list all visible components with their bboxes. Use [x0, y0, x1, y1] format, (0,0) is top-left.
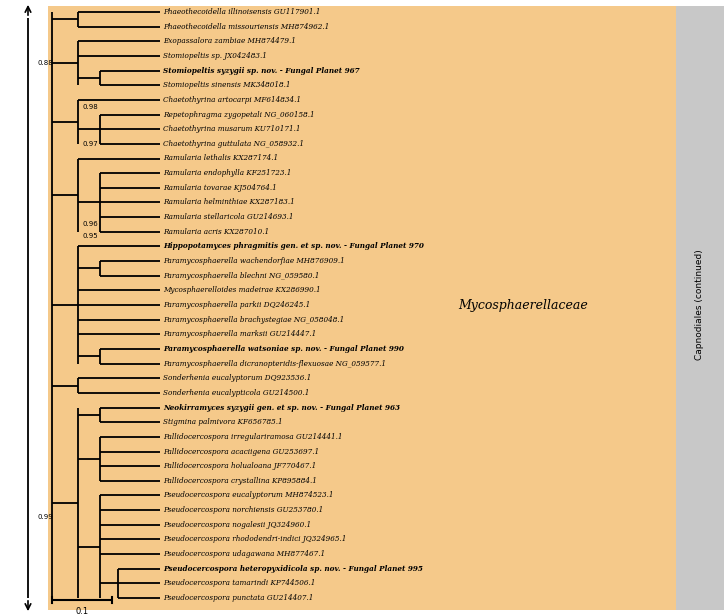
Text: Hippopotamyces phragmitis gen. et sp. nov. - Fungal Planet 970: Hippopotamyces phragmitis gen. et sp. no… — [163, 243, 424, 250]
Text: Sonderhenia eucalypticola GU214500.1: Sonderhenia eucalypticola GU214500.1 — [163, 389, 310, 397]
Text: Paramycosphaerella watsoniae sp. nov. - Fungal Planet 990: Paramycosphaerella watsoniae sp. nov. - … — [163, 345, 404, 353]
Text: Chaetothyrina musarum KU710171.1: Chaetothyrina musarum KU710171.1 — [163, 125, 300, 133]
Text: Stomiopeltis sinensis MK348018.1: Stomiopeltis sinensis MK348018.1 — [163, 81, 291, 89]
Text: Pseudocercospora rhododendri-indici JQ324965.1: Pseudocercospora rhododendri-indici JQ32… — [163, 535, 347, 543]
Text: Neokirramyces syzygii gen. et sp. nov. - Fungal Planet 963: Neokirramyces syzygii gen. et sp. nov. -… — [163, 403, 400, 411]
Text: 0.1: 0.1 — [75, 607, 88, 615]
Text: Exopassalora zambiae MH874479.1: Exopassalora zambiae MH874479.1 — [163, 38, 296, 46]
Text: Capnodiales (continued): Capnodiales (continued) — [695, 249, 705, 360]
Text: Ramularia tovarae KJ504764.1: Ramularia tovarae KJ504764.1 — [163, 184, 277, 192]
Text: 0.98: 0.98 — [82, 104, 98, 110]
Text: Ramularia helminthiae KX287183.1: Ramularia helminthiae KX287183.1 — [163, 198, 295, 206]
Text: 0.88: 0.88 — [37, 60, 53, 67]
Text: Stigmina palmivora KF656785.1: Stigmina palmivora KF656785.1 — [163, 418, 283, 426]
Bar — [48, 6, 676, 610]
Text: Pseudocercospora udagawana MH877467.1: Pseudocercospora udagawana MH877467.1 — [163, 550, 325, 558]
Text: Paramycosphaerella dicranopteridis-flexuosae NG_059577.1: Paramycosphaerella dicranopteridis-flexu… — [163, 360, 386, 368]
Text: Paramycosphaerella marksii GU214447.1: Paramycosphaerella marksii GU214447.1 — [163, 330, 316, 338]
Text: Pseudocercospora heteropyxidicola sp. nov. - Fungal Planet 995: Pseudocercospora heteropyxidicola sp. no… — [163, 565, 423, 573]
Text: Stomiopeltis sp. JX042483.1: Stomiopeltis sp. JX042483.1 — [163, 52, 267, 60]
Text: Ramularia lethalis KX287174.1: Ramularia lethalis KX287174.1 — [163, 155, 278, 163]
Text: Pseudocercospora nogalesii JQ324960.1: Pseudocercospora nogalesii JQ324960.1 — [163, 521, 311, 529]
Text: Mycosphaerelloides madeirae KX286990.1: Mycosphaerelloides madeirae KX286990.1 — [163, 286, 320, 294]
Text: Paramycosphaerella blechni NG_059580.1: Paramycosphaerella blechni NG_059580.1 — [163, 272, 320, 280]
Text: Stomiopeltis syzygii sp. nov. - Fungal Planet 967: Stomiopeltis syzygii sp. nov. - Fungal P… — [163, 67, 360, 75]
Text: Sonderhenia eucalyptorum DQ923536.1: Sonderhenia eucalyptorum DQ923536.1 — [163, 375, 311, 383]
Text: 0.99: 0.99 — [37, 514, 53, 521]
Bar — [676, 6, 724, 610]
Text: Pallidocercospora holualoana JF770467.1: Pallidocercospora holualoana JF770467.1 — [163, 462, 316, 470]
Text: Paramycosphaerella parkii DQ246245.1: Paramycosphaerella parkii DQ246245.1 — [163, 301, 310, 309]
Text: Pseudocercospora norchiensis GU253780.1: Pseudocercospora norchiensis GU253780.1 — [163, 506, 323, 514]
Text: Mycosphaerellaceae: Mycosphaerellaceae — [459, 299, 589, 312]
Text: Pallidocercospora acaciigena GU253697.1: Pallidocercospora acaciigena GU253697.1 — [163, 447, 319, 455]
Text: Paramycosphaerella wachendorfiae MH876909.1: Paramycosphaerella wachendorfiae MH87690… — [163, 257, 345, 265]
Text: 0.95: 0.95 — [83, 233, 98, 239]
Text: Phaeothecoidella missouriensis MH874962.1: Phaeothecoidella missouriensis MH874962.… — [163, 23, 329, 31]
Text: Phaeothecoidella illinoisensis GU117901.1: Phaeothecoidella illinoisensis GU117901.… — [163, 8, 320, 16]
Text: Pseudocercospora tamarindi KP744506.1: Pseudocercospora tamarindi KP744506.1 — [163, 580, 315, 587]
Text: Repetophragma zygopetali NG_060158.1: Repetophragma zygopetali NG_060158.1 — [163, 110, 315, 118]
Text: Chaetothyrina guttulata NG_058932.1: Chaetothyrina guttulata NG_058932.1 — [163, 140, 304, 148]
Text: Chaetothyrina artocarpi MF614834.1: Chaetothyrina artocarpi MF614834.1 — [163, 96, 301, 104]
Text: 0.96: 0.96 — [82, 221, 98, 227]
Text: Ramularia stellaricola GU214693.1: Ramularia stellaricola GU214693.1 — [163, 213, 294, 221]
Text: Pseudocercospora punctata GU214407.1: Pseudocercospora punctata GU214407.1 — [163, 594, 313, 602]
Text: Pseudocercospora eucalyptorum MH874523.1: Pseudocercospora eucalyptorum MH874523.1 — [163, 492, 334, 500]
Text: Ramularia acris KX287010.1: Ramularia acris KX287010.1 — [163, 228, 269, 236]
Text: Paramycosphaerella brachystegiae NG_058048.1: Paramycosphaerella brachystegiae NG_0580… — [163, 315, 344, 323]
Text: 0.97: 0.97 — [82, 141, 98, 147]
Text: Pallidocercospora irregulariramosa GU214441.1: Pallidocercospora irregulariramosa GU214… — [163, 433, 342, 441]
Text: Pallidocercospora crystallina KP895884.1: Pallidocercospora crystallina KP895884.1 — [163, 477, 317, 485]
Text: Ramularia endophylla KF251723.1: Ramularia endophylla KF251723.1 — [163, 169, 291, 177]
